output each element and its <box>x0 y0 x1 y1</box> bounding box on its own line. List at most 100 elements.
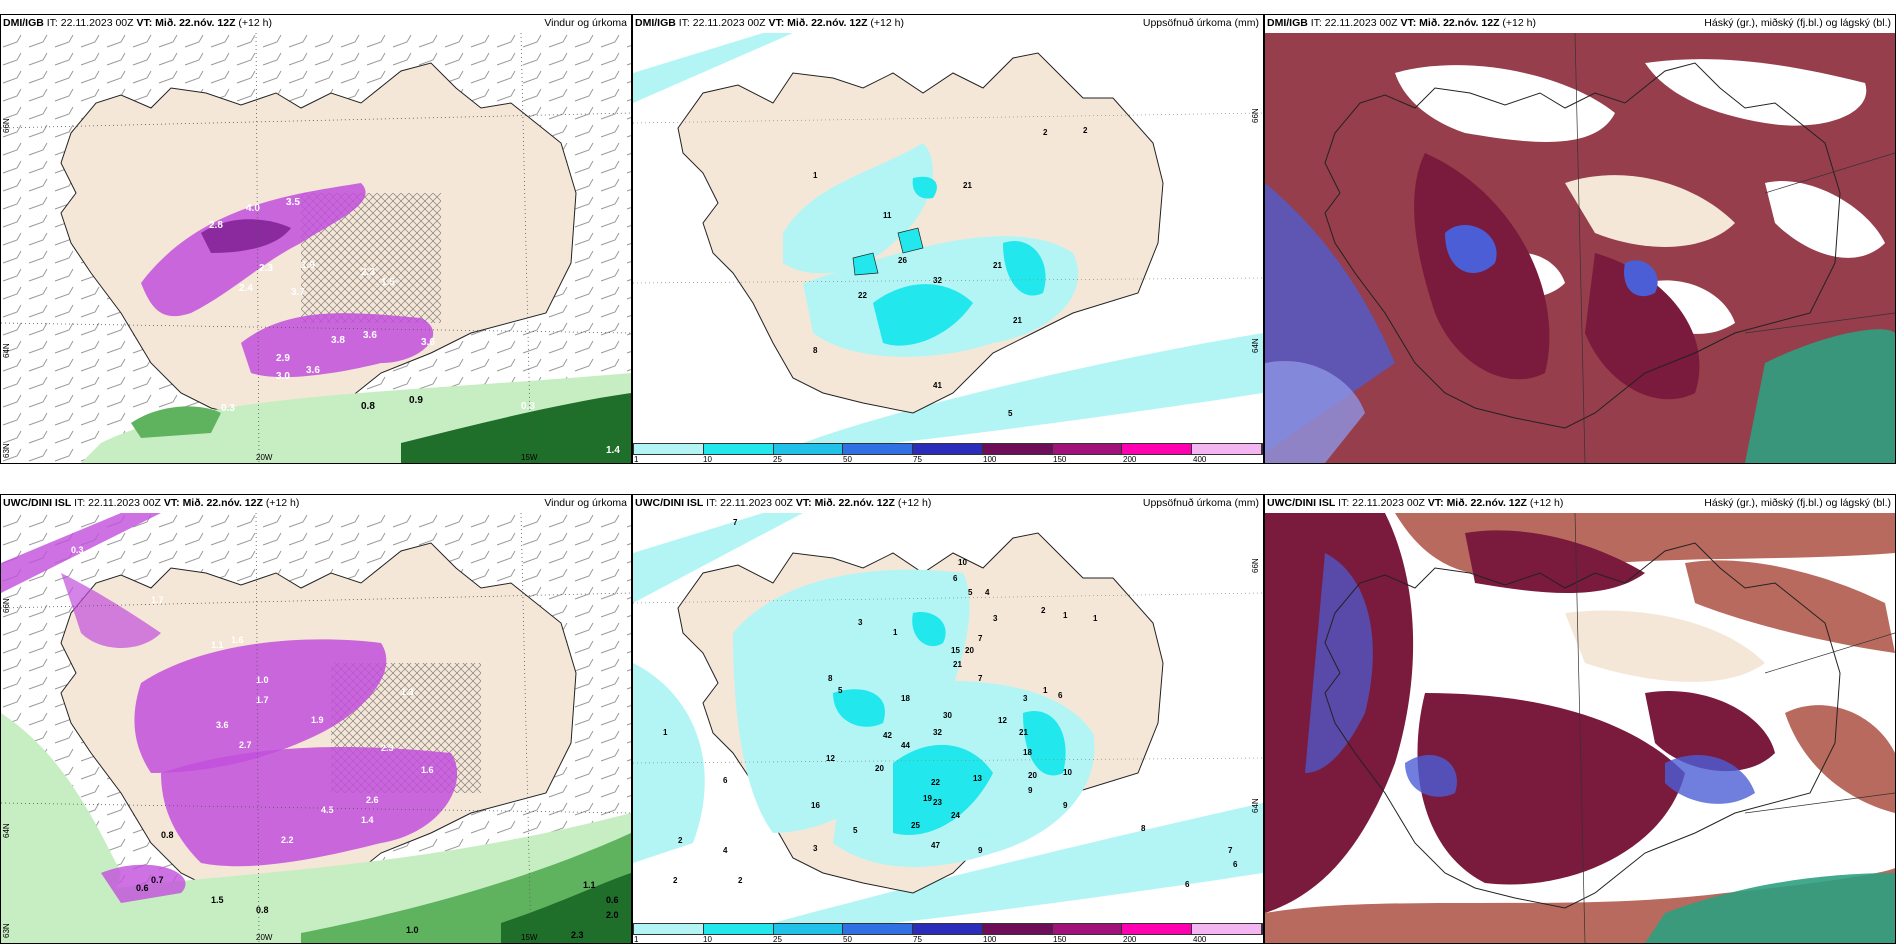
value-label: 1 <box>663 728 668 737</box>
value-label: 1.6 <box>421 765 434 775</box>
wind-map: 0.3 1.7 1.1 1.6 1.0 1.7 3.6 2.7 1.9 1.3 … <box>1 513 631 943</box>
panel-title: Háský (gr.), miðský (fj.bl.) og lágský (… <box>1704 497 1891 509</box>
colorbar-tick: 150 <box>1053 455 1067 464</box>
accum-map: 7 10 6 5 4 2 1 1 3 1 3 7 15 20 21 7 8 5 … <box>633 513 1263 923</box>
colorbar-cell <box>843 444 914 454</box>
value-label: 3 <box>813 844 818 853</box>
value-label: 4 <box>723 846 728 855</box>
value-label: 20 <box>965 646 974 655</box>
colorbar-tick: 10 <box>703 455 712 464</box>
colorbar-tick: 10 <box>703 935 712 944</box>
value-label: 0.6 <box>606 895 619 905</box>
value-label: 18 <box>901 694 910 703</box>
value-label: 1.5 <box>211 895 224 905</box>
panel-top-wind: DMI/IGB IT: 22.11.2023 00Z VT: Mið. 22.n… <box>0 14 632 464</box>
value-label: 12 <box>998 716 1007 725</box>
value-label: 2.7 <box>239 740 252 750</box>
value-label: 2 <box>673 876 678 885</box>
colorbar-cell <box>703 444 774 454</box>
value-label: 1.0 <box>406 925 419 935</box>
value-label: 2.0 <box>606 910 619 920</box>
cloud-map-svg <box>1265 33 1895 463</box>
panel-bot-cloud: UWC/DINI ISL IT: 22.11.2023 00Z VT: Mið.… <box>1264 494 1896 944</box>
lat-label: 66N <box>2 598 11 613</box>
value-label: 0.8 <box>161 830 174 840</box>
lat-label: 63N <box>2 923 11 938</box>
value-label: 21 <box>1013 316 1022 325</box>
panel-title: Háský (gr.), miðský (fj.bl.) og lágský (… <box>1704 17 1891 29</box>
value-label: 23 <box>933 798 942 807</box>
colorbar-tick: 200 <box>1123 935 1137 944</box>
panel-title: Uppsöfnuð úrkoma (mm) <box>1142 17 1259 29</box>
value-label: 44 <box>901 741 910 750</box>
value-label: 30 <box>943 711 952 720</box>
value-label: 3.6 <box>363 330 377 341</box>
value-label: 1.4 <box>361 815 374 825</box>
value-label: 6 <box>953 574 958 583</box>
value-label: 8 <box>1141 824 1146 833</box>
accum-map-svg: 2 2 21 11 26 32 21 22 21 8 41 5 1 66N 64… <box>633 33 1263 443</box>
colorbar-cell <box>634 444 704 454</box>
wind-map-svg: 4.0 3.5 2.8 2.3 1.9 2.4 3.7 2.3 1.5 3.8 … <box>1 33 631 463</box>
value-label: 22 <box>931 778 940 787</box>
value-label: 10 <box>958 558 967 567</box>
value-label: 8 <box>813 346 818 355</box>
colorbar-cell <box>843 924 914 934</box>
colorbar-cell <box>1052 924 1123 934</box>
value-label: 10 <box>1063 768 1072 777</box>
lat-label: 66N <box>1251 558 1260 573</box>
lat-label: 63N <box>2 443 11 458</box>
colorbar-cell <box>913 444 983 454</box>
lat-label: 66N <box>2 118 11 133</box>
colorbar-tick: 1 <box>634 455 639 464</box>
value-label: 0.8 <box>361 401 375 412</box>
value-label: 1.0 <box>256 675 269 685</box>
lat-label: 64N <box>1251 338 1260 353</box>
panel-title: Vindur og úrkoma <box>544 497 627 509</box>
value-label: 32 <box>933 728 942 737</box>
value-label: 1 <box>1063 611 1068 620</box>
value-label: 5 <box>838 686 843 695</box>
value-label: 9 <box>1063 801 1068 810</box>
colorbar-cell <box>913 924 983 934</box>
value-label: 0.3 <box>221 403 235 414</box>
panel-title: Vindur og úrkoma <box>544 17 627 29</box>
value-label: 1.7 <box>151 595 164 605</box>
value-label: 1.9 <box>301 260 315 271</box>
value-label: 2 <box>738 876 743 885</box>
value-label: 7 <box>978 634 983 643</box>
value-label: 22 <box>858 291 867 300</box>
value-label: 4.5 <box>321 805 334 815</box>
colorbar-tick: 25 <box>773 455 782 464</box>
value-label: 25 <box>911 821 920 830</box>
colorbar-cell <box>1122 924 1193 934</box>
value-label: 1.6 <box>231 635 244 645</box>
value-label: 9 <box>978 846 983 855</box>
cloud-map <box>1265 33 1895 463</box>
value-label: 26 <box>898 256 907 265</box>
value-label: 2.3 <box>259 263 273 274</box>
value-label: 21 <box>953 660 962 669</box>
value-label: 1 <box>1043 686 1048 695</box>
value-label: 2 <box>1043 128 1048 137</box>
colorbar-tick: 50 <box>843 455 852 464</box>
value-label: 42 <box>883 731 892 740</box>
value-label: 5 <box>968 588 973 597</box>
value-label: 1.5 <box>381 277 395 288</box>
panel-header: UWC/DINI ISL IT: 22.11.2023 00Z VT: Mið.… <box>1267 497 1891 511</box>
colorbar-tick: 150 <box>1053 935 1067 944</box>
panel-header: UWC/DINI ISL IT: 22.11.2023 00Z VT: Mið.… <box>635 497 1259 509</box>
colorbar: 1 10 25 50 75 100 150 200 400 <box>633 923 1263 943</box>
lat-label: 66N <box>1251 108 1260 123</box>
value-label: 1.7 <box>256 695 269 705</box>
colorbar-cells <box>633 923 1263 935</box>
panel-header: DMI/IGB IT: 22.11.2023 00Z VT: Mið. 22.n… <box>3 17 627 29</box>
value-label: 12 <box>826 754 835 763</box>
colorbar-tick: 50 <box>843 935 852 944</box>
value-label: 47 <box>931 841 940 850</box>
colorbar-tick: 400 <box>1193 455 1207 464</box>
lon-label: 20W <box>256 453 273 462</box>
value-label: 0.7 <box>151 875 164 885</box>
value-label: 3.0 <box>276 371 290 382</box>
value-label: 3.7 <box>291 287 305 298</box>
